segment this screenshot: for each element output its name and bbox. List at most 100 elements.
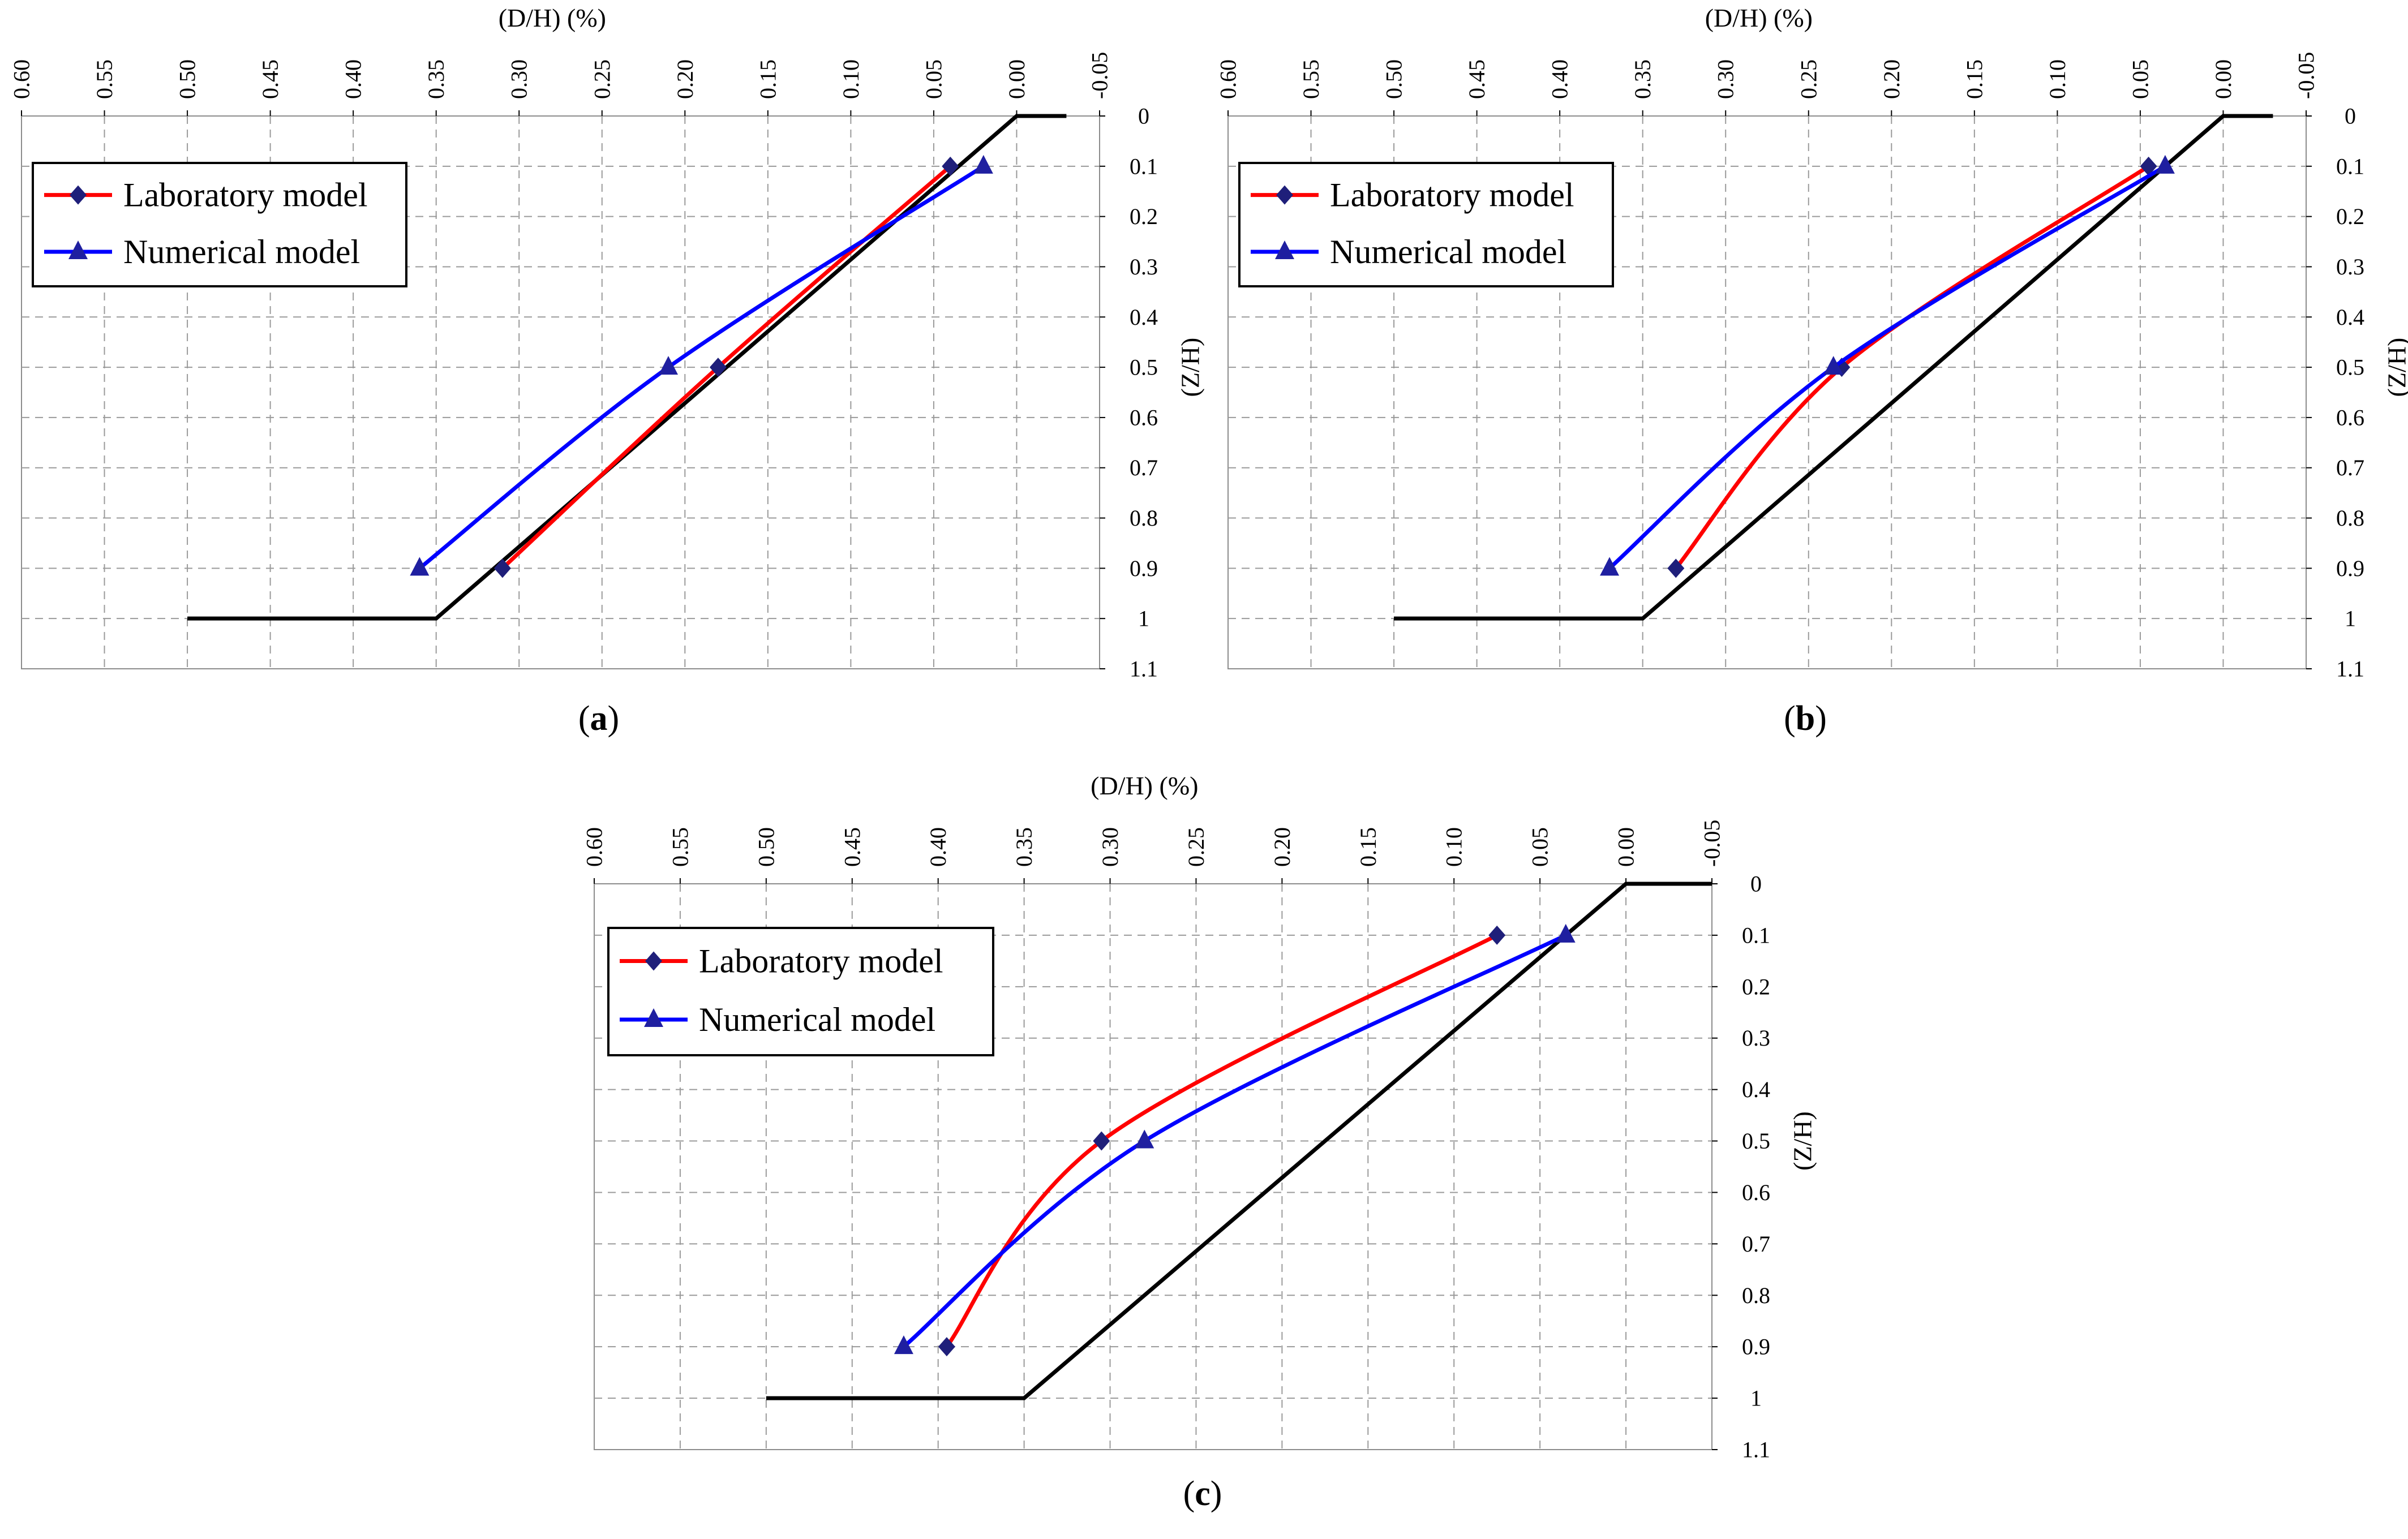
panel-label-open: ( [1784,699,1796,738]
x-tick-label: 0.00 [2210,59,2236,99]
y-tick-label: 1 [1138,606,1149,631]
y-tick-label: 0.7 [1742,1231,1770,1257]
legend-laboratory-marker [645,951,662,971]
x-tick-label: -0.05 [1699,820,1725,867]
x-tick-label: 0.10 [1441,827,1467,867]
x-tick-label: 0.00 [1613,827,1639,867]
y-axis-title: (Z/H) [2383,338,2408,397]
x-tick-label: 0.55 [1298,59,1324,99]
x-tick-label: 0.50 [753,827,779,867]
numerical-data-point [973,154,993,174]
legend: Laboratory model Numerical model [32,162,407,287]
numerical-data-point [410,557,430,576]
plot-area [594,883,1712,1450]
numerical-data-point [894,1335,913,1355]
x-tick-label: 0.60 [1216,59,1241,99]
laboratory-series-line [945,933,1498,1348]
x-axis-title: (D/H) (%) [1091,771,1198,800]
x-tick-label: 0.25 [589,59,615,99]
y-tick-label: 0.1 [1130,153,1158,179]
x-tick-label: 0.60 [9,59,35,99]
x-tick-label: 0.45 [1464,59,1490,99]
y-tick-label: 0.1 [2336,153,2364,179]
x-tick-label: 0.25 [1183,827,1209,867]
numerical-series-line [902,933,1567,1348]
y-tick-label: 0.2 [1742,974,1770,999]
x-tick-label: 0.50 [1381,59,1407,99]
y-tick-label: 0 [1750,871,1762,897]
x-tick-label: 0.50 [175,59,200,99]
y-tick-label: 1.1 [2336,656,2364,682]
x-tick-label: 0.15 [1355,827,1381,867]
x-tick-label: 0.05 [1527,827,1553,867]
numerical-data-point [1823,356,1843,375]
x-tick-label: 0.30 [1097,827,1123,867]
x-axis-title: (D/H) (%) [1705,3,1813,32]
y-tick-label: 0.2 [1130,204,1158,229]
y-tick-label: 0.4 [1742,1077,1770,1102]
panel-label-close: ) [608,699,620,738]
y-tick-label: 0.4 [2336,304,2364,330]
panel-label: (b) [1784,699,1827,738]
panel-label-letter: a [590,699,608,738]
chart-panel-c: 0.60 0.55 0.50 0.45 0.40 0.35 0.30 0.25 0.20 0.15… [582,771,1817,1513]
x-tick-label: 0.15 [755,59,780,99]
y-tick-label: 1.1 [1130,656,1158,682]
y-tick-label: 0.9 [1130,556,1158,581]
y-tick-label: 0.7 [2336,455,2364,480]
panel-label-close: ) [1815,699,1827,738]
x-tick-label: 0.30 [1713,59,1739,99]
y-tick-label: 0.3 [1742,1025,1770,1051]
chart-panel-a: 0.60 0.55 0.50 0.45 0.40 0.35 0.30 0.25 0.20 0.15… [9,3,1205,738]
panel-label-open: ( [1183,1474,1195,1513]
numerical-data-point [1556,923,1576,943]
legend-laboratory-label: Laboratory model [699,943,943,980]
x-tick-label: 0.55 [667,827,693,867]
slope-profile-line [1394,114,2273,621]
plot-area [1227,115,2307,669]
laboratory-data-point [942,156,959,176]
x-tick-label: 0.00 [1004,59,1029,99]
laboratory-data-point [1488,925,1506,945]
panel-label-open: ( [578,699,590,738]
laboratory-data-point [493,558,511,578]
x-tick-label: 0.35 [423,59,449,99]
plot-area [21,115,1100,669]
y-tick-label: 0.2 [2336,204,2364,229]
laboratory-series-line [1674,164,2150,570]
y-tick-label: 0.6 [1130,405,1158,430]
legend-numerical-marker [1275,240,1294,259]
x-tick-label: 0.20 [672,59,698,99]
y-axis-title: (Z/H) [1788,1111,1817,1171]
laboratory-data-point [1667,558,1685,578]
x-tick-label: 0.20 [1269,827,1295,867]
y-axis-title: (Z/H) [1176,338,1205,397]
x-tick-label: 0.40 [341,59,366,99]
y-tick-label: 0.6 [1742,1180,1770,1205]
x-tick-label: -0.05 [1087,52,1113,99]
legend-numerical-marker [68,240,88,259]
numerical-series-line [1608,164,2166,570]
x-tick-label: 0.60 [582,827,607,867]
x-tick-label: 0.35 [1630,59,1655,99]
x-tick-label: 0.30 [507,59,532,99]
legend-box [607,927,994,1056]
numerical-data-point [1135,1129,1154,1149]
y-tick-label: 1 [2345,606,2356,631]
y-tick-label: 0.3 [1130,254,1158,280]
legend-numerical-label: Numerical model [699,1001,935,1038]
laboratory-data-point [2140,156,2157,176]
x-tick-label: 0.10 [838,59,864,99]
y-tick-label: 0.4 [1130,304,1158,330]
y-tick-label: 0.8 [1742,1283,1770,1308]
y-tick-label: 0 [1138,104,1149,129]
panel-label-letter: c [1195,1474,1211,1513]
y-tick-label: 0.9 [1742,1334,1770,1360]
y-tick-label: 0.5 [1130,355,1158,380]
legend-laboratory-marker [1276,185,1293,205]
x-tick-label: 0.20 [1879,59,1904,99]
legend-box [1238,162,1614,287]
y-tick-label: 0.5 [1742,1128,1770,1154]
legend-numerical-label: Numerical model [123,233,360,270]
x-tick-label: 0.40 [1547,59,1573,99]
